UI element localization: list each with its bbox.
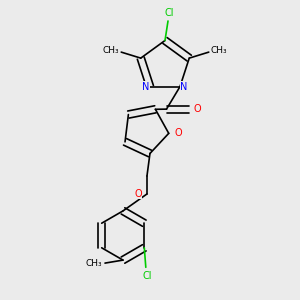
Text: N: N [180, 82, 188, 92]
Text: O: O [134, 189, 142, 199]
Text: O: O [194, 104, 201, 114]
Text: Cl: Cl [165, 8, 174, 19]
Text: CH₃: CH₃ [211, 46, 228, 55]
Text: CH₃: CH₃ [102, 46, 119, 55]
Text: Cl: Cl [142, 271, 152, 281]
Text: O: O [175, 128, 182, 138]
Text: N: N [142, 82, 150, 92]
Text: CH₃: CH₃ [85, 259, 102, 268]
